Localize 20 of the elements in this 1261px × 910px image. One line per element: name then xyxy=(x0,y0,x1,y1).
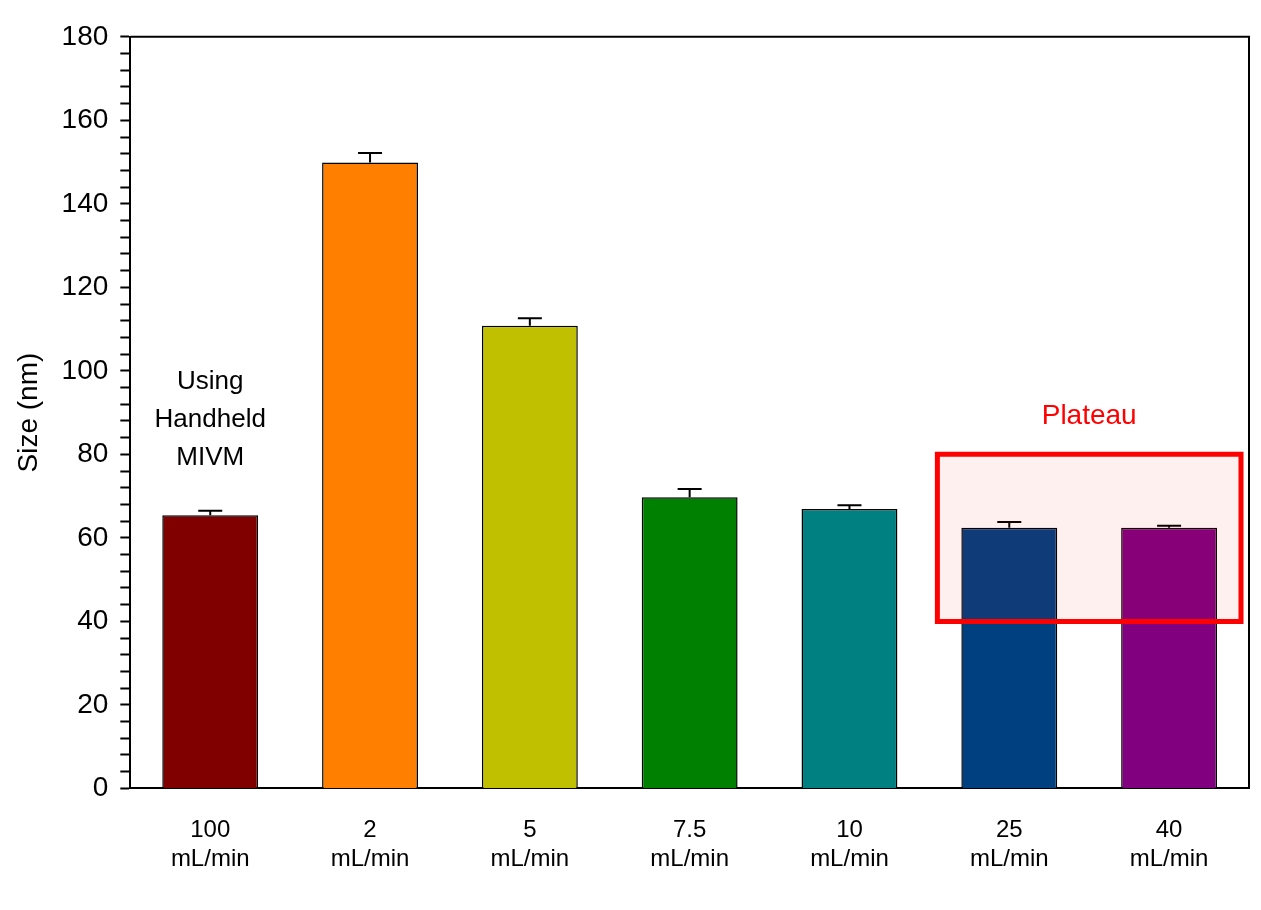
x-tick-label: 2 mL/min xyxy=(330,815,410,872)
x-tick-label: 40 mL/min xyxy=(1129,815,1209,872)
x-tick-label: 100 mL/min xyxy=(170,815,250,872)
x-tick-label: 25 mL/min xyxy=(969,815,1049,872)
y-tick-label: 0 xyxy=(92,771,109,803)
y-tick-label: 140 xyxy=(61,186,109,218)
band-label: Plateau xyxy=(1041,399,1137,431)
y-tick-label: 60 xyxy=(77,520,109,552)
y-tick-label: 80 xyxy=(77,437,109,469)
y-tick-label: 120 xyxy=(61,270,109,302)
y-tick-label: 100 xyxy=(61,353,109,385)
y-tick-label: 20 xyxy=(77,687,109,719)
y-axis-title: Size (nm) xyxy=(11,352,43,473)
y-tick-label: 160 xyxy=(61,103,109,135)
x-tick-label: 10 mL/min xyxy=(810,815,889,872)
y-tick-label: 180 xyxy=(61,19,109,51)
annotation: Using Handheld MIVM xyxy=(154,365,266,472)
x-tick-label: 7.5 mL/min xyxy=(650,815,729,872)
y-tick-label: 40 xyxy=(77,604,109,636)
x-tick-label: 5 mL/min xyxy=(490,815,570,872)
